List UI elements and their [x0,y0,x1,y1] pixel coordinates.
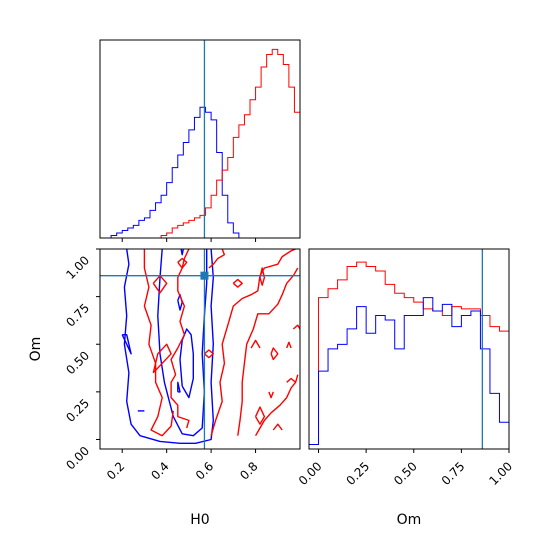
om-histogram-series [308,261,509,449]
contour-series-1-line-17 [272,423,283,431]
contour-series-1-line-16 [203,349,215,359]
contour-series-1-line-2 [152,343,172,374]
contour-series-1-line-0 [143,249,174,437]
contour-series-1-line-3 [210,249,296,436]
contour-series-0-line-0 [123,249,215,444]
contour-series-1-line-5 [254,374,299,437]
contour-truth-point [200,271,209,280]
contour-series-1-line-9 [259,267,266,286]
om-histogram-series-0 [308,261,509,449]
contour-frame [99,248,301,450]
contour-series-1-line-4 [237,267,299,436]
contour-series-1-line-7 [152,275,168,294]
h0-histogram-frame [99,39,301,239]
contour-series-1-line-8 [177,257,188,269]
contour-series-1-line-14 [232,278,243,288]
h0-histogram-tick-marks [121,238,257,242]
h0-histogram-panel [99,39,301,242]
om-histogram-series-1 [308,297,509,449]
contour-x-axis-label: H0 [190,512,209,528]
om-histogram-frame [308,248,510,450]
contour-y-axis-label: Om [28,337,44,362]
contour-truth-marker [100,249,300,449]
contour-series-0-line-3 [177,381,181,393]
contour-series-0-line-7 [180,249,184,256]
contour-series-1-line-13 [286,341,292,349]
contour-series-0-line-4 [121,334,132,355]
contour-series-1-line-12 [270,347,279,361]
contour-series-1-line-15 [250,339,261,349]
contour-series-1-line-6 [208,249,226,269]
contour-series-1-line-19 [292,324,300,330]
contour-series-1-line-18 [286,377,297,383]
contour-series-1-line-10 [254,406,266,425]
om-histogram-x-axis-label: Om [397,512,422,528]
contour-series-0-line-2 [179,328,195,399]
contour-series-1-line-11 [268,391,274,399]
